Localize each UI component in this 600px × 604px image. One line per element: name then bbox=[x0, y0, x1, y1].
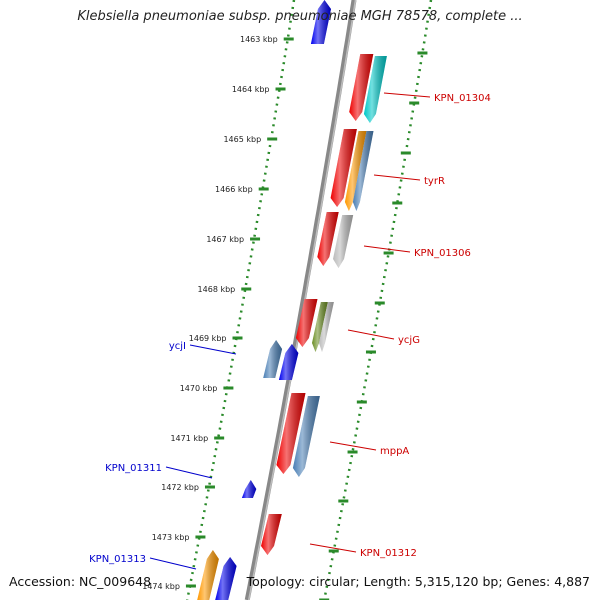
ruler-tick-label: 1472 kbp bbox=[161, 483, 199, 492]
gene-tyrr-orange[interactable] bbox=[344, 131, 367, 211]
gene-kpn01311-blue[interactable] bbox=[241, 480, 257, 498]
gene-ycji-steel[interactable] bbox=[263, 340, 283, 378]
ruler-tick-label: 1463 kbp bbox=[240, 35, 278, 44]
ruler-tick-label: 1469 kbp bbox=[189, 334, 227, 343]
backbone-line bbox=[244, 0, 357, 601]
gene-mppa-steel[interactable] bbox=[292, 396, 320, 477]
gene-kpn01306-red[interactable] bbox=[317, 212, 339, 266]
gene-label[interactable]: ycjI bbox=[169, 341, 186, 352]
gene-label-leader bbox=[165, 466, 213, 479]
gene-tyrr-steel-shading bbox=[352, 131, 374, 211]
gene-top-blue[interactable] bbox=[310, 0, 331, 44]
gene-label-leader bbox=[329, 441, 377, 451]
gene-label[interactable]: KPN_01313 bbox=[89, 554, 146, 565]
gene-tyrr-steel[interactable] bbox=[352, 131, 374, 211]
gene-kpn01313-orange-shading bbox=[197, 550, 219, 600]
gene-label[interactable]: ycjG bbox=[398, 335, 420, 346]
gene-label[interactable]: KPN_01311 bbox=[105, 463, 162, 474]
gene-ycji-blue-shading bbox=[278, 344, 299, 380]
gene-ycjg-red-shading bbox=[295, 299, 318, 347]
gene-kpn01313-blue-shading bbox=[215, 557, 237, 600]
gene-tyrr-orange-shading bbox=[344, 131, 367, 211]
gene-kpn01313-blue[interactable] bbox=[215, 557, 237, 600]
gene-label[interactable]: mppA bbox=[380, 446, 409, 457]
gene-top-blue-shading bbox=[310, 0, 331, 44]
gene-label-leader bbox=[347, 329, 395, 340]
ruler-tick-label: 1466 kbp bbox=[215, 185, 253, 194]
gene-ycjg-gray-shading bbox=[319, 302, 334, 352]
gene-label-leader bbox=[149, 557, 197, 570]
genome-title: Klebsiella pneumoniae subsp. pneumoniae … bbox=[77, 9, 523, 24]
gene-kpn01304-cyan[interactable] bbox=[363, 56, 387, 123]
gene-kpn01306-gray[interactable] bbox=[333, 215, 354, 268]
gene-ycjg-olive-shading bbox=[312, 302, 328, 352]
gene-ycjg-gray[interactable] bbox=[319, 302, 334, 352]
gene-ycjg-olive[interactable] bbox=[312, 302, 328, 352]
ruler-tick-label: 1464 kbp bbox=[232, 85, 270, 94]
gene-label-leader bbox=[383, 92, 431, 98]
gene-kpn01312-red[interactable] bbox=[261, 514, 282, 555]
ruler-tick-label: 1465 kbp bbox=[223, 135, 261, 144]
gene-label[interactable]: KPN_01312 bbox=[360, 548, 417, 559]
gene-label-leader bbox=[363, 245, 411, 253]
ruler-tick-label: 1468 kbp bbox=[198, 285, 236, 294]
gene-kpn01306-gray-shading bbox=[333, 215, 354, 268]
gene-mppa-red[interactable] bbox=[276, 393, 306, 474]
gene-kpn01306-red-shading bbox=[317, 212, 339, 266]
gene-mppa-red-shading bbox=[276, 393, 306, 474]
ruler-tick-label: 1474 kbp bbox=[142, 582, 180, 591]
ruler-tick-label: 1467 kbp bbox=[206, 235, 244, 244]
gene-kpn01313-orange[interactable] bbox=[197, 550, 219, 600]
gene-kpn01312-red-shading bbox=[261, 514, 282, 555]
ruler-tick-label: 1473 kbp bbox=[152, 533, 190, 542]
ruler-tick-label: 1470 kbp bbox=[180, 384, 218, 393]
gene-kpn01311-blue-shading bbox=[241, 480, 257, 498]
gene-tyrr-red-shading bbox=[330, 129, 357, 207]
gene-label[interactable]: tyrR bbox=[424, 176, 445, 187]
ruler-tick-label: 1471 kbp bbox=[170, 434, 208, 443]
accession-text: Accession: NC_009648 bbox=[9, 574, 152, 589]
gene-kpn01304-red[interactable] bbox=[349, 54, 374, 121]
gene-label-leader bbox=[309, 543, 357, 553]
gene-mppa-steel-shading bbox=[292, 396, 320, 477]
genome-summary-text: Topology: circular; Length: 5,315,120 bp… bbox=[246, 574, 590, 589]
gene-kpn01304-red-shading bbox=[349, 54, 374, 121]
gene-tyrr-red[interactable] bbox=[330, 129, 357, 207]
gene-label-leader bbox=[373, 174, 421, 181]
gene-label-leader bbox=[189, 344, 237, 355]
gene-ycji-steel-shading bbox=[263, 340, 283, 378]
gene-label[interactable]: KPN_01306 bbox=[414, 248, 471, 259]
gene-kpn01304-cyan-shading bbox=[363, 56, 387, 123]
gene-label[interactable]: KPN_01304 bbox=[434, 93, 491, 104]
gene-ycjg-red[interactable] bbox=[295, 299, 318, 347]
gene-ycji-blue[interactable] bbox=[278, 344, 299, 380]
